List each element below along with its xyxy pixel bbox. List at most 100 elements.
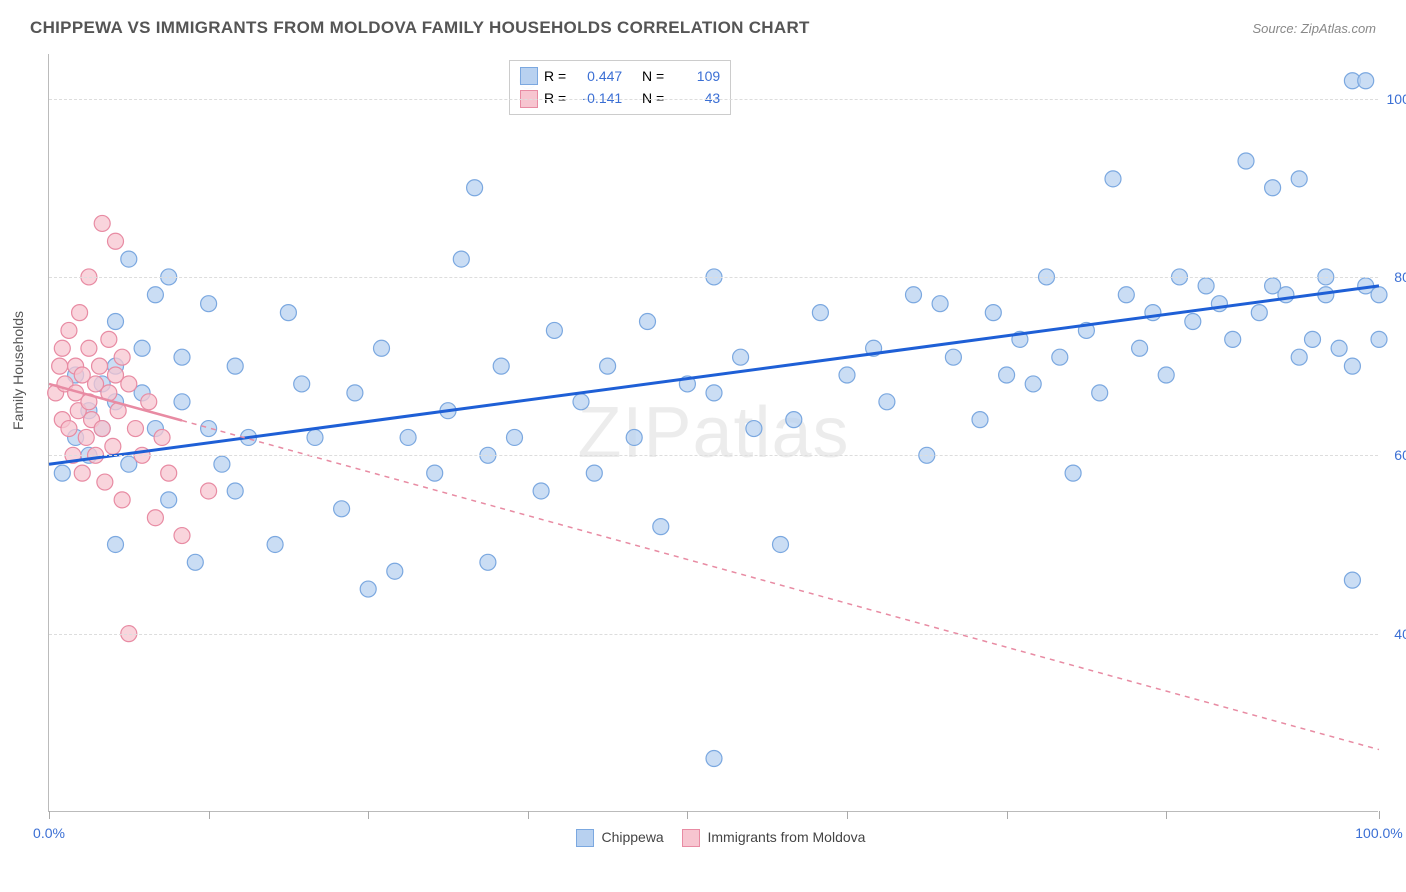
data-point [972,412,988,428]
data-point [360,581,376,597]
data-point [1305,331,1321,347]
data-point [985,305,1001,321]
y-tick-label: 100.0% [1387,91,1406,107]
x-tick [368,811,369,819]
data-point [280,305,296,321]
data-point [114,492,130,508]
y-tick-label: 80.0% [1394,269,1406,285]
data-point [114,349,130,365]
data-point [147,287,163,303]
data-point [1371,287,1387,303]
r-label: R = [544,65,566,87]
data-point [72,305,88,321]
x-tick [49,811,50,819]
chart-title: CHIPPEWA VS IMMIGRANTS FROM MOLDOVA FAMI… [30,18,810,38]
data-point [227,358,243,374]
data-point [467,180,483,196]
data-point [999,367,1015,383]
data-point [573,394,589,410]
data-point [400,429,416,445]
data-point [334,501,350,517]
data-point [174,528,190,544]
data-point [746,421,762,437]
data-point [54,465,70,481]
x-tick [1379,811,1380,819]
data-point [1358,73,1374,89]
data-point [839,367,855,383]
chart-plot-area: ZIPatlas R = 0.447 N = 109 R = -0.141 N … [48,54,1378,812]
data-point [1118,287,1134,303]
data-point [94,421,110,437]
x-tick-label: 100.0% [1355,825,1402,841]
n-label: N = [642,65,664,87]
data-point [147,510,163,526]
data-point [453,251,469,267]
data-point [1371,331,1387,347]
data-point [52,358,68,374]
r-value-chippewa: 0.447 [572,65,622,87]
scatter-svg [49,54,1378,811]
data-point [374,340,390,356]
data-point [812,305,828,321]
data-point [1265,180,1281,196]
data-point [706,750,722,766]
data-point [108,314,124,330]
data-point [906,287,922,303]
gridline [49,99,1378,100]
data-point [61,421,77,437]
data-point [1344,572,1360,588]
gridline [49,455,1378,456]
chart-source: Source: ZipAtlas.com [1252,21,1376,36]
data-point [108,233,124,249]
data-point [161,465,177,481]
data-point [121,376,137,392]
data-point [1132,340,1148,356]
data-point [480,554,496,570]
data-point [1291,171,1307,187]
data-point [1291,349,1307,365]
data-point [1052,349,1068,365]
data-point [307,429,323,445]
data-point [1105,171,1121,187]
data-point [141,394,157,410]
data-point [1185,314,1201,330]
data-point [92,358,108,374]
data-point [174,349,190,365]
data-point [161,492,177,508]
data-point [1331,340,1347,356]
data-point [1198,278,1214,294]
data-point [134,340,150,356]
data-point [1025,376,1041,392]
data-point [932,296,948,312]
data-point [653,519,669,535]
data-point [640,314,656,330]
data-point [201,421,217,437]
data-point [94,215,110,231]
n-value-chippewa: 109 [670,65,720,87]
data-point [347,385,363,401]
data-point [507,429,523,445]
gridline [49,277,1378,278]
data-point [1251,305,1267,321]
data-point [187,554,203,570]
data-point [546,322,562,338]
x-tick [1007,811,1008,819]
data-point [127,421,143,437]
data-point [78,429,94,445]
data-point [706,385,722,401]
data-point [1238,153,1254,169]
y-tick-label: 60.0% [1394,447,1406,463]
data-point [586,465,602,481]
chart-header: CHIPPEWA VS IMMIGRANTS FROM MOLDOVA FAMI… [0,0,1406,46]
data-point [1092,385,1108,401]
data-point [733,349,749,365]
swatch-moldova [682,829,700,847]
legend-row-chippewa: R = 0.447 N = 109 [520,65,720,87]
data-point [387,563,403,579]
data-point [786,412,802,428]
data-point [533,483,549,499]
data-point [879,394,895,410]
data-point [105,438,121,454]
x-tick [1166,811,1167,819]
x-tick [847,811,848,819]
